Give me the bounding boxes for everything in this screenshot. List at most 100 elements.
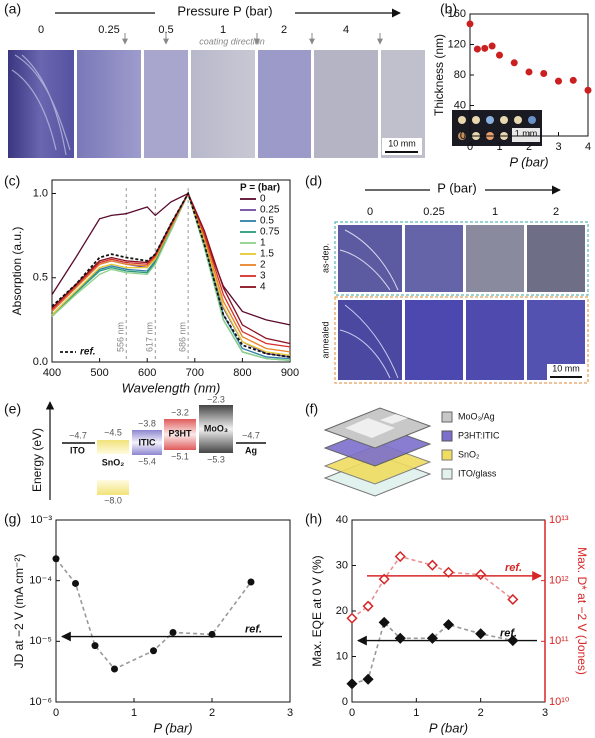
point [362,673,374,685]
reference-label: ref. [500,627,517,639]
swirl [11,54,71,156]
y-tick-label: 1.0 [33,187,48,199]
x-tick-label: 3 [555,141,561,153]
y2-tick-label: 10¹¹ [549,635,569,647]
x-tick-label: 2 [209,707,215,719]
point [442,566,455,578]
title: Pressure P (bar) [177,3,272,18]
point [52,555,60,563]
x-tick-label: 500 [90,367,108,379]
y-tick-label: 30 [336,559,348,571]
title-bg [430,180,485,198]
pressure-label: 0.25 [423,206,444,218]
pressure-label: 1 [492,206,498,218]
sample [338,225,402,292]
row-label: annealed [320,321,330,358]
scale-label: 10 mm [552,363,580,373]
legend-label: 2 [260,260,266,271]
trend-line [351,555,514,619]
plot-frame [351,519,546,703]
peak-label: 686 nm [178,322,188,352]
y2-tick-label: 10¹³ [549,514,569,526]
legend-label: 0.75 [260,227,280,238]
point [488,42,496,50]
level-value: −2.3 [207,394,225,404]
x-tick-label: 400 [43,367,61,379]
scale-box [512,128,540,142]
point [584,86,592,94]
sample [527,225,585,292]
trend-line [55,558,252,670]
swirl [339,229,399,291]
peak-label: 617 nm [145,322,155,352]
x-tick-label: 1 [413,707,419,719]
y2-tick-label: 10¹⁰ [549,696,570,708]
reference-label: ref. [245,623,262,635]
y-axis-label: JD at −2 V (mA cm⁻²) [12,554,26,669]
point [111,665,118,673]
panel-label: (a) [4,1,21,17]
sample-strip [258,50,311,158]
y-tick-label: 10⁻⁵ [29,635,52,647]
x-tick-label: 1 [496,141,502,153]
title: P (bar) [437,180,477,195]
scale-label: 1 mm [515,128,538,138]
x-tick-label: 4 [585,141,591,153]
y2-tick-label: 10¹² [549,575,569,587]
pressure-label: 0 [367,206,373,218]
sample-strip [191,50,255,158]
annealed-frame [334,296,589,384]
point [473,45,481,53]
swatch [441,449,453,461]
panel-label: (f) [305,401,318,417]
point [378,573,390,585]
panel-d: (d) P (bar) as-dep. annealed 10 mm [305,173,589,384]
inset: 1 mm [452,110,542,146]
swirl [339,304,399,379]
level-value: −8.0 [104,495,122,505]
level-value: −4.5 [104,427,122,437]
y-tick-label: 0.5 [33,272,48,284]
sample [338,300,402,380]
legend-label: ref. [80,347,96,358]
x-tick-label: 3 [287,707,293,719]
panel-a: (a) Pressure P (bar) coating direction 1… [4,1,425,158]
plot-frame [469,13,589,137]
y-tick-label: 10 [336,650,348,662]
x-tick-label: 2 [478,707,484,719]
chart: (g) 0 1 2 3 10⁻⁶ 10⁻⁵ 10⁻⁴ 10⁻³ P (bar) JD at −2 V… [4,511,293,736]
sample [466,300,524,380]
pressure-label: 2 [553,206,559,218]
legend-text: ITO/glass [458,468,497,478]
point [150,647,157,655]
y-tick-label: 0.0 [33,356,48,368]
y-tick-label: 20 [336,605,348,617]
sample-strip [144,50,188,158]
swatch [441,411,453,423]
sample-strip [8,50,74,158]
point [426,559,438,571]
title-bg [155,3,295,21]
point [466,20,474,28]
legend-title: P = (bar) [240,183,280,194]
series-line [51,191,291,361]
point [378,616,390,628]
legend-label: 0.5 [260,216,274,227]
swatch [441,468,453,480]
scale-box [382,138,422,155]
legend-label: 1 [260,238,266,249]
pressure-label: 0.5 [158,24,173,36]
p3ht-band [164,419,196,450]
x-tick-label: 800 [233,367,251,379]
itic-band [132,430,162,455]
x-tick-label: 900 [281,367,299,379]
pressure-label: 1 [220,24,226,36]
sample [405,300,463,380]
axis-label: Energy (eV) [30,428,44,492]
y-tick-label: 120 [448,38,466,50]
x-tick-label: 3 [542,707,548,719]
point [475,569,487,581]
electrode-gap [345,414,408,438]
